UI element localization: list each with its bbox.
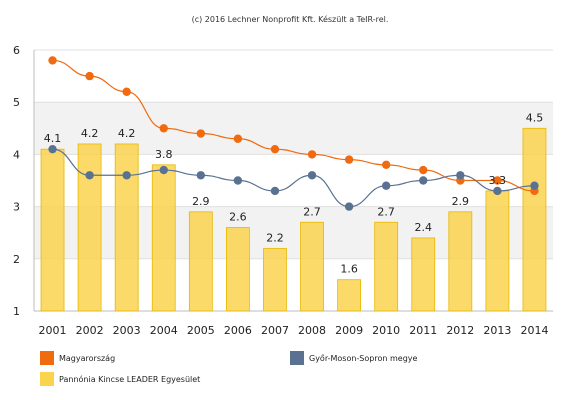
bar (114, 143, 139, 312)
legend-label-gyor-moson-sopron: Győr-Moson-Sopron megye (309, 353, 418, 363)
data-point (344, 202, 354, 211)
bar (522, 127, 547, 312)
bar-value-label: 2.4 (415, 221, 433, 234)
data-point (307, 171, 317, 180)
bar-value-label: 2.9 (452, 195, 470, 208)
bar-value-label: 4.5 (526, 111, 544, 124)
legend-swatch-magyarorszag (40, 351, 54, 365)
legend-swatch-gyor-moson-sopron (290, 351, 304, 365)
y-tick-label: 3 (13, 201, 20, 214)
x-tick-label: 2007 (261, 324, 289, 337)
data-point (419, 176, 428, 185)
bar (226, 227, 250, 312)
x-tick-label: 2009 (335, 324, 363, 337)
series-line (52, 59, 535, 192)
bar-value-label: 1.6 (340, 263, 358, 276)
data-point (48, 56, 57, 65)
data-point (456, 171, 465, 180)
bar (448, 211, 473, 312)
series-line (52, 148, 535, 208)
legend-label-magyarorszag: Magyarország (59, 353, 116, 363)
data-point (493, 176, 502, 185)
bar (188, 211, 213, 312)
data-point (233, 176, 243, 185)
x-tick-label: 2002 (76, 324, 104, 337)
legend-item-gyor-moson-sopron[interactable]: Győr-Moson-Sopron megye (290, 351, 417, 365)
x-tick-label: 2011 (409, 324, 437, 337)
bar-value-label: 2.2 (266, 231, 284, 244)
data-point (85, 71, 94, 81)
data-point (419, 165, 428, 175)
data-point (196, 171, 206, 180)
x-tick-label: 2004 (150, 324, 178, 337)
legend-item-pannonia-kincse[interactable]: Pannónia Kincse LEADER Egyesület (40, 372, 200, 386)
x-tick-label: 2006 (224, 324, 252, 337)
y-tick-label: 1 (13, 305, 20, 318)
data-point (530, 181, 539, 190)
bar (263, 247, 287, 312)
legend-label-pannonia-kincse: Pannónia Kincse LEADER Egyesület (59, 374, 201, 384)
legend-item-magyarorszag[interactable]: Magyarország (40, 351, 115, 365)
data-point (85, 171, 94, 180)
data-point (344, 155, 354, 164)
bar-value-label: 2.7 (303, 205, 321, 218)
x-tick-label: 2005 (187, 324, 215, 337)
legend-swatch-pannonia-kincse (40, 372, 54, 386)
bar (77, 143, 102, 312)
data-point (196, 129, 206, 138)
x-tick-label: 2003 (113, 324, 141, 337)
bar (374, 221, 399, 312)
data-point (122, 87, 131, 96)
bar-value-label: 2.9 (192, 195, 210, 208)
x-tick-label: 2001 (39, 324, 67, 337)
bar-value-label: 4.2 (118, 127, 136, 140)
y-tick-label: 6 (13, 44, 20, 57)
bar (300, 221, 324, 312)
x-tick-label: 2013 (483, 324, 511, 337)
bar-value-label: 2.7 (377, 205, 395, 218)
credit-text: (c) 2016 Lechner Nonprofit Kft. Készült … (191, 15, 389, 24)
data-point (493, 186, 502, 196)
bar (151, 164, 176, 312)
x-tick-label: 2012 (446, 324, 474, 337)
y-tick-label: 5 (13, 96, 20, 109)
data-point (48, 144, 57, 154)
x-tick-label: 2014 (520, 324, 548, 337)
bar-value-label: 3.3 (489, 174, 507, 187)
data-point (159, 165, 168, 175)
data-point (381, 160, 391, 170)
bar (337, 279, 361, 312)
data-point (307, 150, 317, 159)
data-point (122, 171, 131, 180)
bar (411, 237, 436, 312)
bar-value-label: 4.2 (81, 127, 99, 140)
data-point (233, 134, 243, 143)
data-point (381, 181, 391, 190)
y-tick-label: 4 (13, 148, 20, 161)
y-tick-label: 2 (13, 253, 20, 266)
data-point (270, 144, 280, 154)
data-point (159, 124, 168, 133)
x-tick-label: 2008 (298, 324, 326, 337)
x-tick-label: 2010 (372, 324, 400, 337)
bar-value-label: 3.8 (155, 148, 173, 161)
data-point (270, 186, 280, 196)
bar-value-label: 4.1 (44, 132, 62, 145)
bar-value-label: 2.6 (229, 210, 247, 223)
